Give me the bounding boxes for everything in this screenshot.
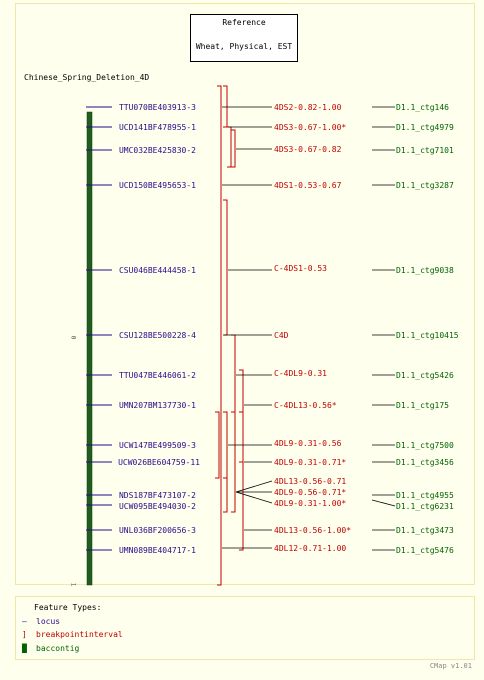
contig-label[interactable]: D1.1_ctg5426 (396, 371, 454, 380)
breakpoint-label[interactable]: C-4DS1-0.53 (274, 264, 327, 273)
baccontig-bar[interactable] (86, 111, 93, 586)
breakpoint-label[interactable]: 4DL13-0.56-1.00* (274, 526, 352, 535)
legend-item-contig: █ baccontig (22, 644, 79, 654)
breakpoint-label[interactable]: 4DL12-0.71-1.00 (274, 544, 347, 553)
breakpoint-label[interactable]: C-4DL9-0.31 (274, 369, 327, 378)
breakpoint-label[interactable]: C-4DL13-0.56* (274, 401, 337, 410)
legend-item-locus: — locus (22, 617, 60, 627)
breakpoint-label[interactable]: C4D (274, 331, 289, 340)
contig-label[interactable]: D1.1_ctg5476 (396, 546, 454, 555)
footer-version: CMap v1.01 (429, 662, 472, 670)
contig-label[interactable]: D1.1_ctg6231 (396, 502, 454, 511)
map-title[interactable]: Chinese_Spring_Deletion_4D (24, 73, 150, 82)
contig-label[interactable]: D1.1_ctg3287 (396, 181, 454, 190)
locus-line-icon: — (22, 617, 27, 626)
breakpoint-label[interactable]: 4DS1-0.53-0.67 (274, 181, 342, 190)
contig-label[interactable]: D1.1_ctg4955 (396, 491, 454, 500)
locus-label[interactable]: UCW147BE499509-3 (118, 441, 196, 450)
locus-label[interactable]: CSU128BE500228-4 (118, 331, 196, 340)
contig-connectors (371, 106, 396, 551)
locus-label[interactable]: TTU070BE403913-3 (118, 103, 196, 112)
legend-item-breakpoint: ] breakpointinterval (22, 630, 123, 640)
locus-label[interactable]: UMN089BE404717-1 (118, 546, 196, 555)
breakpoint-label[interactable]: 4DS3-0.67-0.82 (274, 145, 342, 154)
breakpoint-label[interactable]: 4DL9-0.56-0.71* (274, 488, 347, 497)
contig-label[interactable]: D1.1_ctg4979 (396, 123, 454, 132)
breakpoint-label[interactable]: 4DL9-0.31-0.71* (274, 458, 347, 467)
locus-label[interactable]: NDS187BF473107-2 (118, 491, 196, 500)
legend-locus-label: locus (36, 617, 61, 626)
connector-lines (222, 106, 273, 549)
breakpoint-label[interactable]: 4DS2-0.82-1.00 (274, 103, 342, 112)
contig-label[interactable]: D1.1_ctg7500 (396, 441, 454, 450)
contig-label[interactable]: D1.1_ctg3456 (396, 458, 454, 467)
locus-label[interactable]: UCD141BF478955-1 (118, 123, 196, 132)
reference-title: Reference (222, 18, 266, 27)
locus-label[interactable]: UCW026BE604759-11 (118, 458, 200, 467)
contig-label[interactable]: D1.1_ctg146 (396, 103, 449, 112)
breakpoint-label[interactable]: 4DL13-0.56-0.71 (274, 477, 347, 486)
locus-label[interactable]: TTU047BE446061-2 (118, 371, 196, 380)
reference-box[interactable]: Reference Wheat, Physical, EST (190, 14, 298, 62)
legend-contig-label: baccontig (36, 644, 80, 653)
locus-label[interactable]: UNL036BF200656-3 (118, 526, 196, 535)
legend-title: Feature Types: (34, 603, 102, 612)
locus-label[interactable]: UMN207BM137730-1 (118, 401, 196, 410)
contig-label[interactable]: D1.1_ctg9038 (396, 266, 454, 275)
legend-box (15, 596, 475, 660)
bracket-icon: ] (22, 630, 27, 639)
breakpoint-brackets[interactable] (215, 85, 244, 586)
breakpoint-label[interactable]: 4DL9-0.31-0.56 (274, 439, 342, 448)
locus-label[interactable]: UMC032BE425830-2 (118, 146, 196, 155)
breakpoint-label[interactable]: 4DL9-0.31-1.00* (274, 499, 347, 508)
contig-label[interactable]: D1.1_ctg7101 (396, 146, 454, 155)
locus-label[interactable]: UCD150BE495653-1 (118, 181, 196, 190)
contig-label[interactable]: D1.1_ctg10415 (396, 331, 459, 340)
locus-ticks (86, 106, 112, 551)
legend-breakpoint-label: breakpointinterval (36, 630, 123, 639)
contig-bar-icon: █ (22, 644, 27, 653)
reference-subtitle: Wheat, Physical, EST (195, 42, 293, 51)
contig-label[interactable]: D1.1_ctg3473 (396, 526, 454, 535)
contig-label[interactable]: D1.1_ctg175 (396, 401, 449, 410)
map-frame (15, 3, 475, 585)
locus-label[interactable]: UCW095BE494030-2 (118, 502, 196, 511)
breakpoint-label[interactable]: 4DS3-0.67-1.00* (274, 123, 347, 132)
locus-label[interactable]: CSU046BE444458-1 (118, 266, 196, 275)
map-diagram (86, 85, 396, 586)
